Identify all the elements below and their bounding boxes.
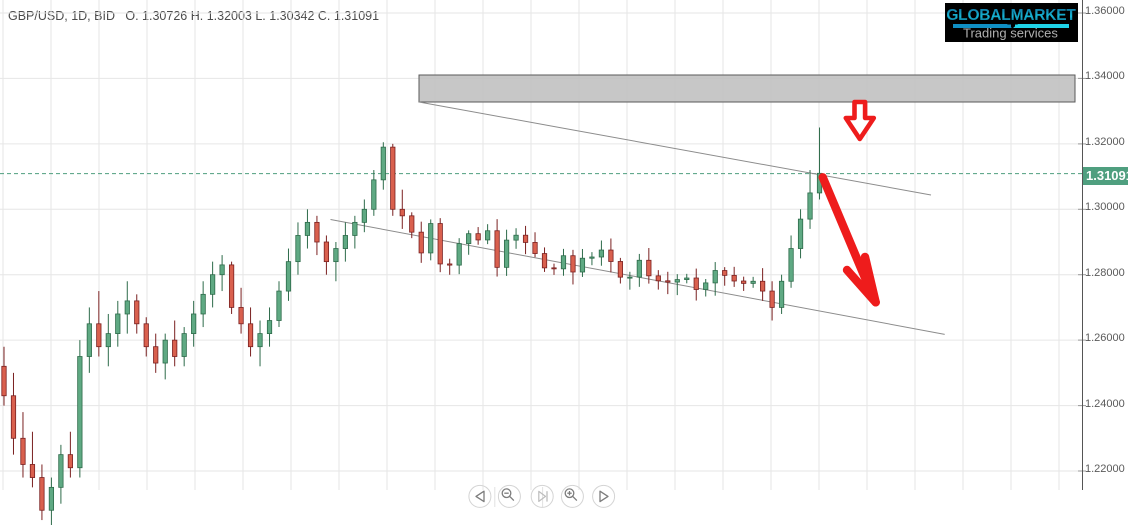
svg-text:GLOBALMARKET: GLOBALMARKET [946, 7, 1076, 24]
svg-text:Trading services: Trading services [963, 26, 1058, 41]
